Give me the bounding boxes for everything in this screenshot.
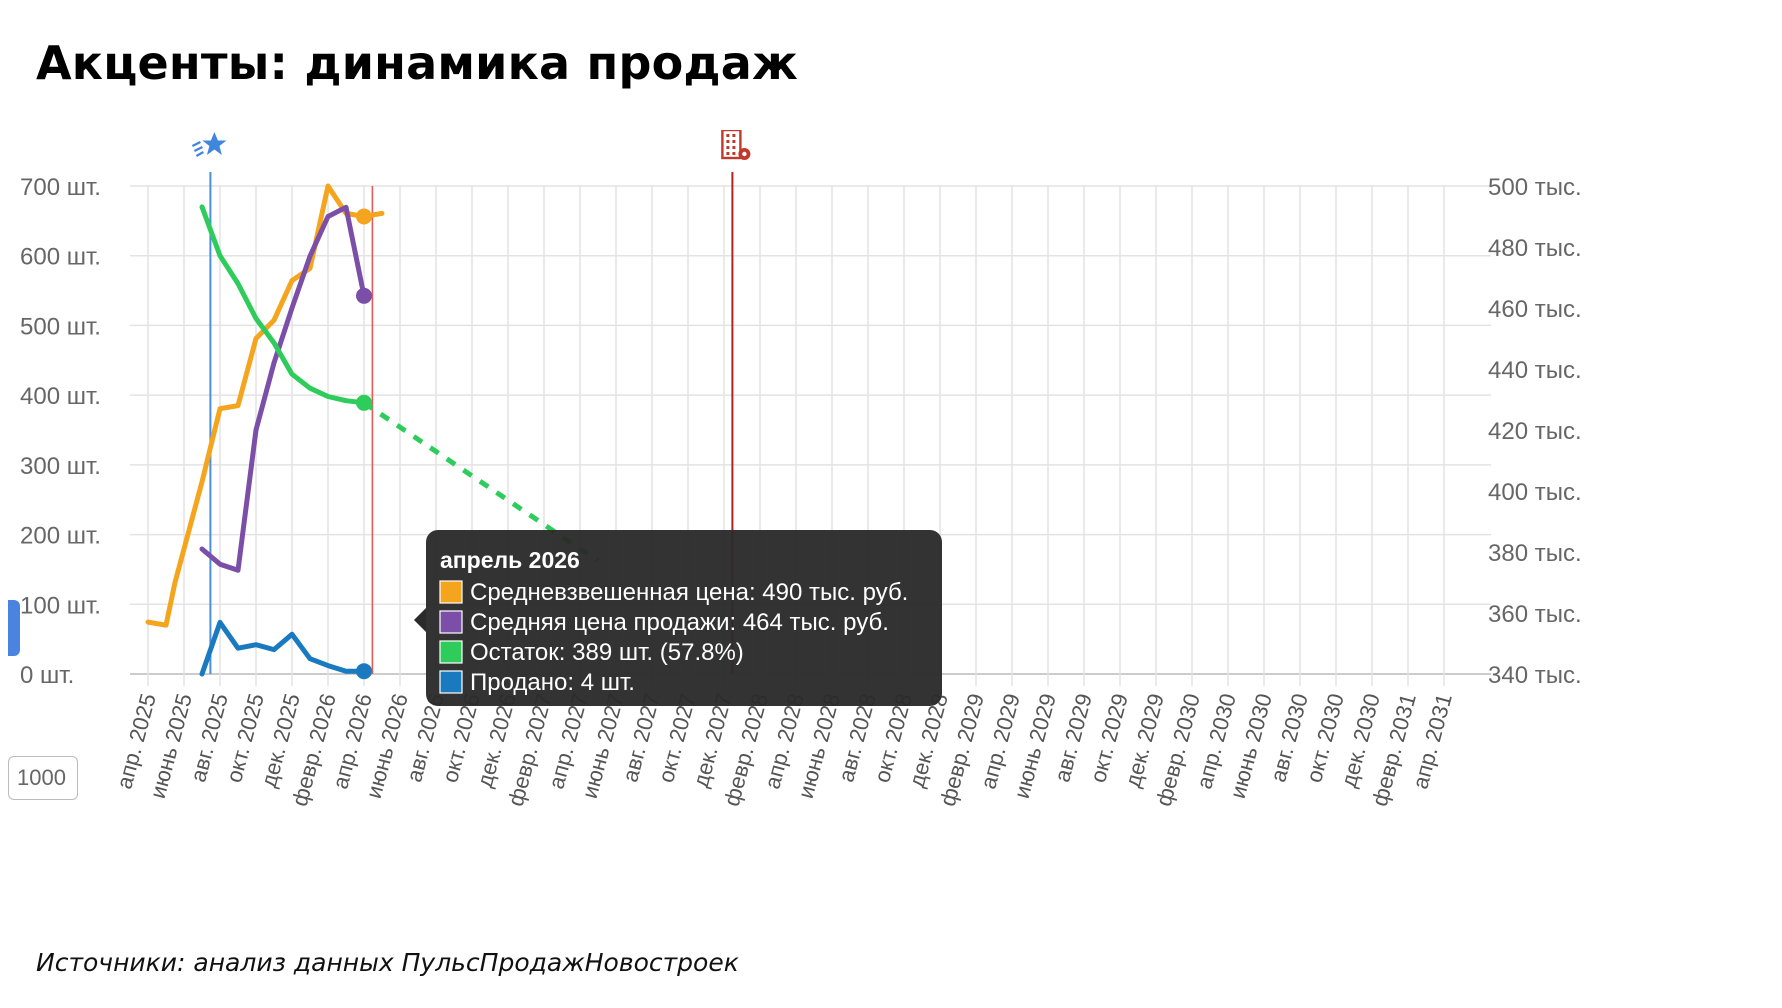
building-window — [726, 140, 730, 143]
y-right-tick-label: 400 тыс. — [1488, 479, 1582, 506]
tooltip-title: апрель 2026 — [440, 547, 580, 573]
tooltip-box — [426, 530, 942, 706]
star-shape — [202, 132, 227, 155]
y-left-tick-label: 300 шт. — [20, 453, 101, 480]
highlight-point — [356, 287, 372, 304]
chart-series — [145, 183, 600, 680]
tooltip-pointer — [414, 608, 426, 632]
gear-hole — [742, 151, 747, 157]
building-shape — [721, 130, 742, 160]
y-left-tick-label: 200 шт. — [20, 523, 101, 550]
star-trail — [195, 151, 204, 157]
building-window — [732, 152, 736, 155]
y-left-tick-label: 100 шт. — [20, 592, 101, 619]
slide-title: Акценты: динамика продаж — [36, 36, 798, 90]
building-window — [732, 140, 736, 143]
avg-sale-price-line — [199, 204, 367, 573]
y-right-tick-label: 420 тыс. — [1488, 418, 1582, 445]
y-right-tick-label: 380 тыс. — [1488, 540, 1582, 567]
y-left-tick-label: 500 шт. — [20, 313, 101, 340]
y-left-tick-label: 400 шт. — [20, 383, 101, 410]
source-note: Источники: анализ данных ПульсПродажНово… — [36, 948, 739, 977]
tooltip-swatch — [439, 610, 463, 634]
remaining-line — [199, 204, 367, 406]
tooltip-row: Продано: 4 шт. — [470, 669, 635, 696]
y-right-tick-label: 500 тыс. — [1488, 174, 1582, 201]
y-right-tick-label: 480 тыс. — [1488, 235, 1582, 262]
building-window — [732, 146, 736, 149]
building-window — [726, 134, 730, 137]
star-trail — [191, 141, 201, 147]
y-right-tick-label: 340 тыс. — [1488, 662, 1582, 689]
chart-tooltip: апрель 2026 Средневзвешенная цена: 490 ты… — [414, 530, 942, 706]
building-window — [726, 146, 730, 149]
side-panel-tab[interactable] — [8, 600, 20, 656]
y-right-tick-label: 460 тыс. — [1488, 296, 1582, 323]
highlight-point — [356, 663, 372, 680]
y-left-tick-label: 0 шт. — [20, 662, 74, 689]
zoom-box[interactable]: 1000 — [8, 756, 78, 800]
y-right-tick-label: 440 тыс. — [1488, 357, 1582, 384]
building-window — [732, 134, 736, 137]
tooltip-swatch — [439, 580, 463, 604]
building-gear-icon — [721, 130, 751, 160]
zoom-label: 1000 — [17, 765, 66, 790]
y-left-tick-label: 600 шт. — [20, 244, 101, 271]
remaining-forecast-line — [362, 400, 600, 564]
sold-line — [199, 619, 367, 677]
star-trail — [193, 146, 203, 152]
building-window — [726, 152, 730, 155]
highlight-point — [356, 394, 372, 411]
tooltip-row: Средняя цена продажи: 464 тыс. руб. — [470, 609, 889, 636]
y-axis-left: 0 шт. 100 шт. 200 шт. 300 шт. 400 шт. 500 шт.… — [20, 174, 101, 689]
tooltip-row: Остаток: 389 шт. (57.8%) — [470, 639, 744, 666]
tooltip-row: Средневзвешенная цена: 490 тыс. руб. — [470, 579, 908, 606]
sales-dynamics-chart: 0 шт. 100 шт. 200 шт. 300 шт. 400 шт. 500 шт.… — [20, 130, 1582, 809]
shooting-star-icon — [191, 132, 227, 157]
y-right-tick-label: 360 тыс. — [1488, 601, 1582, 628]
y-axis-right: 340 тыс. 360 тыс. 380 тыс. 400 тыс. 420 тыс.… — [1488, 174, 1582, 689]
tooltip-swatch — [439, 640, 463, 664]
y-left-tick-label: 700 шт. — [20, 174, 101, 201]
highlight-point — [356, 208, 372, 225]
tooltip-swatch — [439, 670, 463, 694]
